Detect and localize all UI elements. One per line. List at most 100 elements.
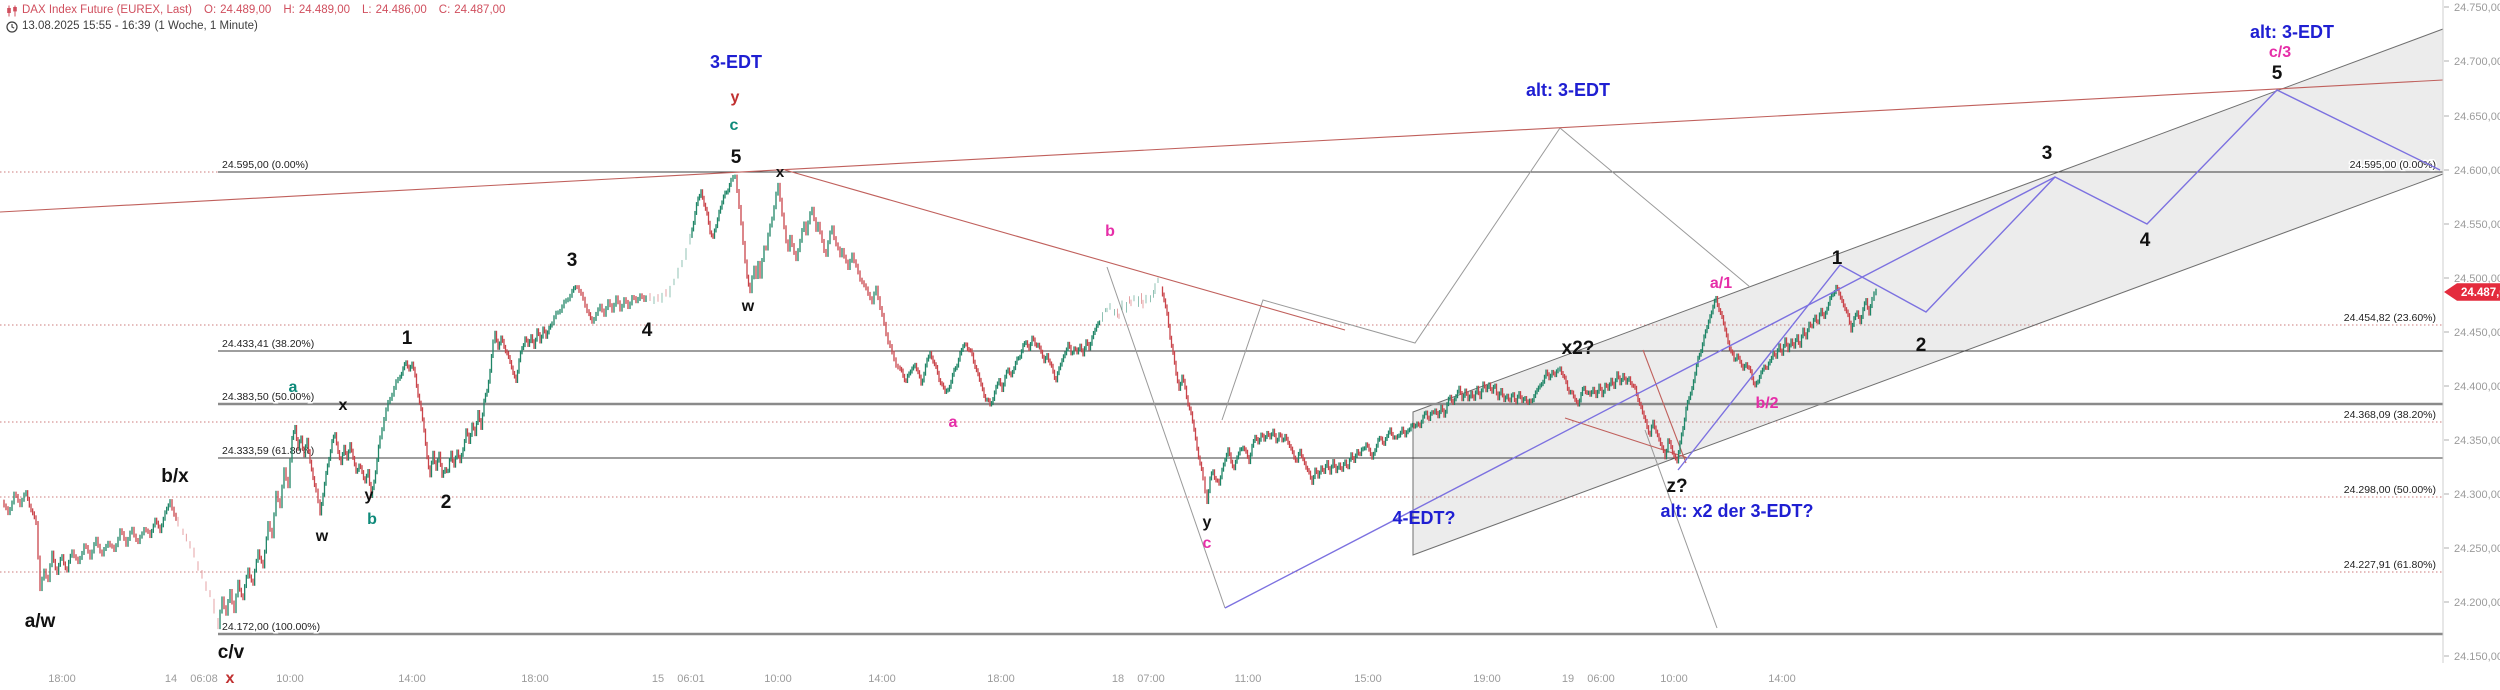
gray-projection-line xyxy=(1106,266,1226,609)
wave-label: 4 xyxy=(2140,230,2151,251)
red-trendline xyxy=(784,169,1346,331)
last-price-value: 24.487,00 xyxy=(2461,287,2500,299)
fib-level-label: 24.454,82 (23.60%) xyxy=(2344,312,2436,324)
wave-label: z? xyxy=(1666,476,1687,497)
fib-level-label: 24.333,59 (61.80%) xyxy=(222,445,314,457)
wave-label: x xyxy=(339,397,348,414)
fib-level-label: 24.368,09 (38.20%) xyxy=(2344,409,2436,421)
price-tick-label: 24.550,00 xyxy=(2454,219,2500,231)
instrument-line: DAX Index Future (EUREX, Last) O: 24.489… xyxy=(6,3,505,18)
time-tick-label: 14:00 xyxy=(1768,673,1796,685)
time-tick-label: 10:00 xyxy=(276,673,304,685)
clock-icon xyxy=(6,20,18,33)
high-label: H: xyxy=(283,4,295,16)
wave-label: a/1 xyxy=(1710,275,1732,292)
fib-level-label: 24.595,00 (0.00%) xyxy=(222,159,308,171)
wave-label: 4 xyxy=(642,320,653,341)
wave-label: y xyxy=(1203,514,1212,531)
wave-label: x2? xyxy=(1562,338,1595,359)
time-tick-label: 18:00 xyxy=(521,673,549,685)
wave-label: w xyxy=(741,298,755,315)
candlestick-series xyxy=(3,174,1877,630)
session-line: 13.08.2025 15:55 - 16:39 (1 Woche, 1 Min… xyxy=(6,19,505,34)
wave-label: 2 xyxy=(441,492,452,513)
fibonacci-retracement-levels: 24.595,00 (0.00%) 24.433,41 (38.20%) 24.38… xyxy=(218,158,2443,636)
wave-label: alt: 3-EDT xyxy=(2250,22,2334,42)
gray-projection-lines xyxy=(1106,127,1751,629)
time-tick-label: 06:01 xyxy=(677,673,705,685)
wave-label: 2 xyxy=(1916,335,1927,356)
open-label: O: xyxy=(204,4,217,16)
time-tick-label: 06:00 xyxy=(1587,673,1615,685)
wave-label: w xyxy=(315,528,329,545)
chart-header: DAX Index Future (EUREX, Last) O: 24.489… xyxy=(6,3,505,34)
wave-label: a xyxy=(289,379,298,396)
wave-label: b/x xyxy=(161,466,189,487)
high-value: 24.489,00 xyxy=(298,4,350,16)
instrument-name: DAX Index Future (EUREX, Last) xyxy=(22,4,193,16)
time-tick-label: 18 xyxy=(1112,673,1124,685)
price-tick-label: 24.600,00 xyxy=(2454,165,2500,177)
elliott-wave-labels: a/wb/xc/vxaxwyb12343-EDTyc5xwabyc4-EDT?a… xyxy=(25,22,2334,687)
wave-label: a/w xyxy=(25,611,56,632)
red-trendlines xyxy=(0,79,2444,464)
time-tick-label: 10:00 xyxy=(764,673,792,685)
wave-label: 3 xyxy=(2042,143,2053,164)
time-tick-label: 15 xyxy=(652,673,664,685)
close-value: 24.487,00 xyxy=(454,4,506,16)
wave-label: 5 xyxy=(731,147,742,168)
price-axis[interactable]: 24.750,00 24.700,00 24.650,00 24.600,00 24.5… xyxy=(2442,0,2500,663)
price-tick-label: 24.350,00 xyxy=(2454,435,2500,447)
low-value: 24.486,00 xyxy=(375,4,427,16)
wave-label: 1 xyxy=(1832,248,1843,269)
wave-label: y xyxy=(731,89,740,106)
wave-label: b/2 xyxy=(1755,395,1778,412)
gray-projection-line xyxy=(1221,127,1751,421)
time-tick-label: 18:00 xyxy=(48,673,76,685)
time-tick-label: 11:00 xyxy=(1235,673,1262,685)
red-trendline xyxy=(1642,349,1687,464)
wave-label: 3 xyxy=(567,250,578,271)
wave-label: 4-EDT? xyxy=(1393,508,1456,528)
wave-label: x xyxy=(226,670,235,687)
low-label: L: xyxy=(362,4,372,16)
wave-label: b xyxy=(1105,223,1115,240)
wave-label: c xyxy=(1203,535,1212,552)
time-tick-label: 14:00 xyxy=(868,673,896,685)
fib-level-label: 24.433,41 (38.20%) xyxy=(222,338,314,350)
time-axis[interactable]: 18:00 14 06:08 10:00 14:00 18:00 15 06:01 10:00 1… xyxy=(48,673,1796,685)
wave-label: c xyxy=(730,117,739,134)
price-tick-label: 24.650,00 xyxy=(2454,111,2500,123)
time-tick-label: 19 xyxy=(1562,673,1574,685)
last-price-badge-shape xyxy=(2444,283,2500,301)
price-tick-label: 24.300,00 xyxy=(2454,489,2500,501)
red-trendline xyxy=(0,79,2444,213)
time-tick-label: 10:00 xyxy=(1660,673,1688,685)
fib-level-label: 24.172,00 (100.00%) xyxy=(222,621,320,633)
fib-level-label: 24.298,00 (50.00%) xyxy=(2344,484,2436,496)
wave-label: c/v xyxy=(218,642,245,663)
wave-label: c/3 xyxy=(2269,44,2291,61)
price-tick-label: 24.250,00 xyxy=(2454,543,2500,555)
close-label: C: xyxy=(438,4,451,16)
timeframe: (1 Woche, 1 Minute) xyxy=(154,20,258,32)
session-range: 13.08.2025 15:55 - 16:39 xyxy=(22,20,151,32)
price-tick-label: 24.450,00 xyxy=(2454,327,2500,339)
time-tick-label: 19:00 xyxy=(1473,673,1501,685)
wave-label: a xyxy=(949,414,958,431)
price-tick-label: 24.750,00 xyxy=(2454,2,2500,14)
candlestick-logo-icon xyxy=(7,5,17,16)
wave-label: 5 xyxy=(2272,63,2283,84)
time-tick-label: 15:00 xyxy=(1354,673,1382,685)
wave-label: 3-EDT xyxy=(710,52,762,72)
price-tick-label: 24.150,00 xyxy=(2454,651,2500,663)
gray-projection-line xyxy=(1644,429,1718,629)
wave-label: x xyxy=(776,164,785,181)
price-tick-label: 24.700,00 xyxy=(2454,56,2500,68)
wave-label: alt: x2 der 3-EDT? xyxy=(1660,501,1813,521)
time-tick-label: 18:00 xyxy=(987,673,1015,685)
time-tick-label: 14 xyxy=(165,673,177,685)
last-price-badge: 24.487,00 xyxy=(2444,283,2500,301)
